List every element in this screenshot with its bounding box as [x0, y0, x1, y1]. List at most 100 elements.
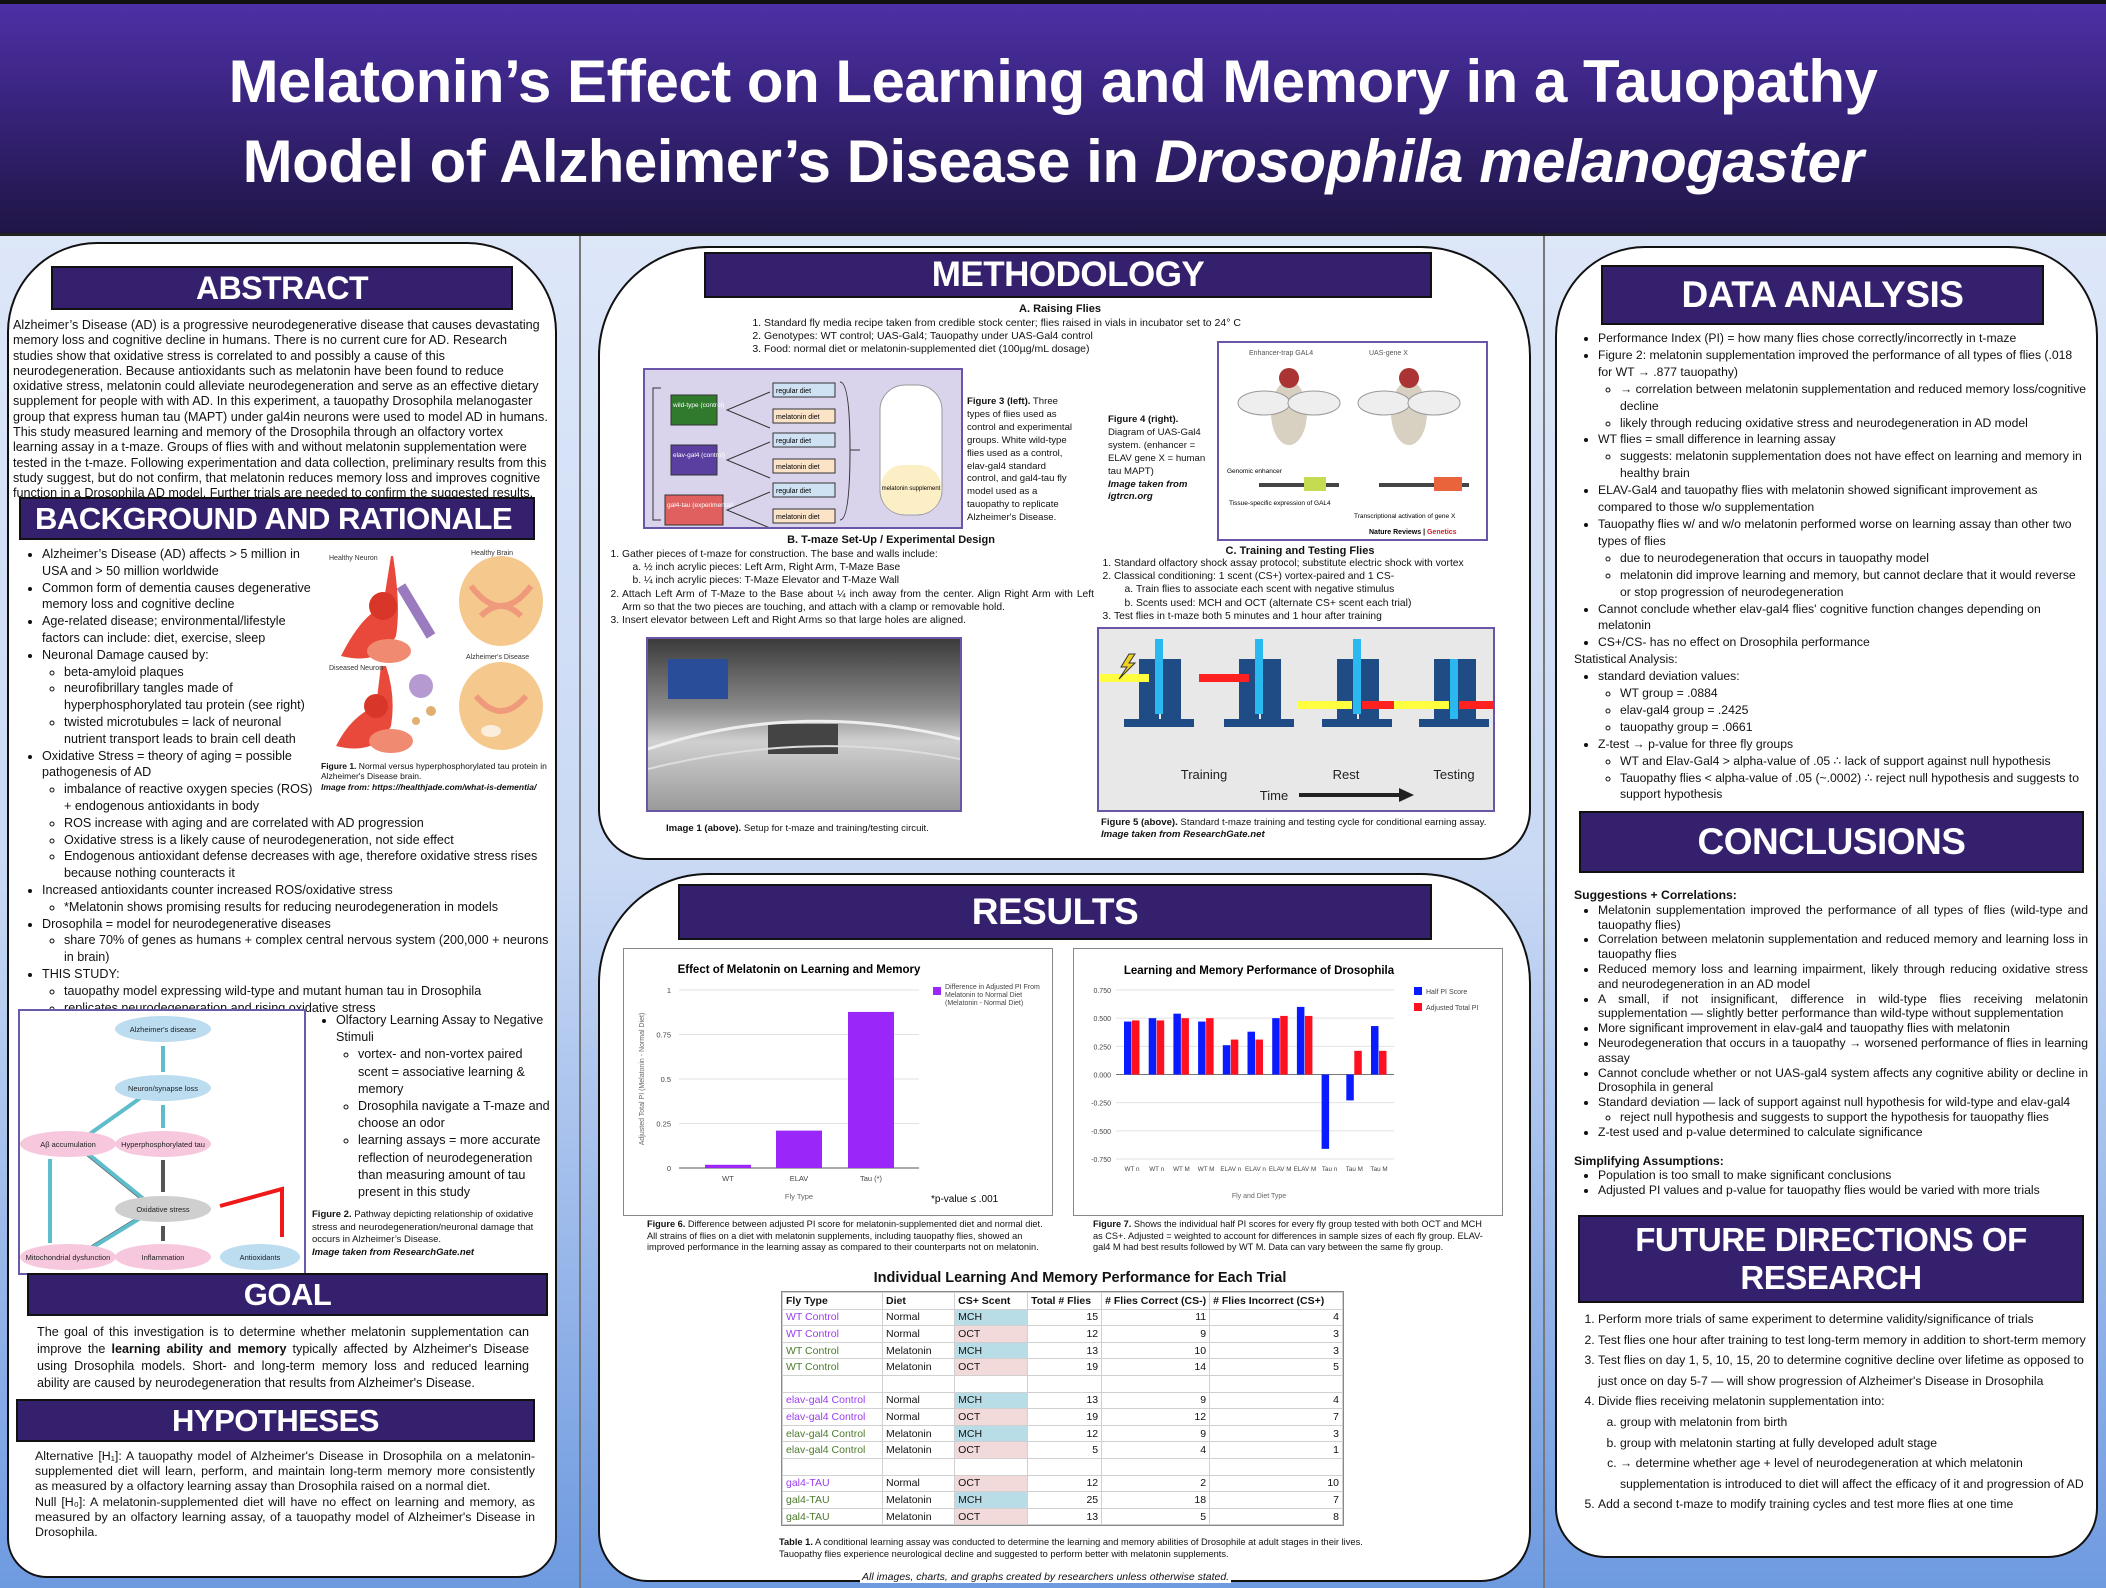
table-cell	[954, 1457, 1029, 1476]
fly-icon	[1357, 368, 1461, 445]
sub-list-item: WT and Elav-Gal4 > alpha-value of .05 ∴ …	[1620, 753, 2088, 770]
pathway-node-label: Oxidative stress	[136, 1205, 190, 1214]
fly-group-box	[670, 444, 718, 476]
caption-label: Figure 3 (left).	[967, 396, 1031, 407]
figure-3-diagram: wild-type (control) regular diet melatonin…	[652, 381, 943, 529]
future-directions-section: Perform more trials of same experiment t…	[1574, 1309, 2088, 1515]
sub-list: Train flies to associate each scent with…	[1114, 583, 1510, 609]
table-cell: 9	[1101, 1325, 1211, 1343]
list-item: Classical conditioning: 1 scent (CS+) vo…	[1114, 570, 1510, 610]
table-row: WT Control Melatonin OCT 19 14 5	[781, 1358, 1343, 1376]
sub-list: → correlation between melatonin suppleme…	[1598, 381, 2088, 432]
table-cell	[781, 1457, 884, 1476]
table-cell	[1209, 1374, 1343, 1393]
fly-group-label: wild-type (control)	[672, 402, 724, 409]
results-table-wrapper: Fly Type Diet CS+ Scent Total # Flies # Flie…	[781, 1291, 1344, 1527]
methodology-heading: METHODOLOGY	[704, 252, 1432, 298]
table-cell: 13	[1027, 1507, 1103, 1526]
sub-list-item: Endogenous antioxidant defense decreases…	[64, 848, 553, 882]
list-item-text: Perform more trials of same experiment t…	[1598, 1312, 2034, 1326]
y-tick-label: 0.750	[1093, 988, 1111, 995]
p-value-note: *p-value ≤ .001	[931, 1194, 999, 1205]
list-item-text: More significant improvement in elav-gal…	[1598, 1021, 2010, 1036]
figure-2-caption: Figure 2. Pathway depicting relationship…	[312, 1209, 552, 1259]
column-header: Diet	[882, 1292, 956, 1310]
list-item-text: Figure 2: melatonin supplementation impr…	[1598, 347, 2073, 379]
legend-label: Half PI Score	[1426, 989, 1467, 996]
table-cell: WT Control	[781, 1358, 884, 1376]
background-list: Alzheimer’s Disease (AD) affects > 5 mil…	[18, 546, 553, 1016]
y-tick-label: 0.25	[656, 1120, 671, 1129]
list-item: Genotypes: WT control; UAS-Gal4; Tauopat…	[764, 330, 1340, 343]
training-list: Standard olfactory shock assay protocol;…	[1090, 557, 1510, 623]
x-tick-label: ELAV n	[1220, 1166, 1241, 1173]
list-item-text: Alzheimer’s Disease (AD) affects > 5 mil…	[42, 547, 300, 578]
table-cell: 9	[1101, 1424, 1211, 1443]
list-item: Cannot conclude whether or not UAS-gal4 …	[1598, 1066, 2088, 1096]
pathway-node-label: Aβ accumulation	[40, 1140, 96, 1149]
sub-list-item: group with melatonin from birth	[1620, 1412, 2088, 1433]
future-directions-list: Perform more trials of same experiment t…	[1574, 1309, 2088, 1515]
sub-list: reject null hypothesis and suggests to s…	[1598, 1110, 2088, 1125]
bar	[1173, 1013, 1181, 1075]
table-row: elav-gal4 Control Melatonin MCH 12 9 3	[781, 1424, 1343, 1443]
table-cell: 4	[1209, 1308, 1343, 1327]
background-section: Healthy Neuron Healthy Brain Diseased Ne…	[18, 546, 553, 1016]
bar	[1198, 1021, 1206, 1075]
list-item-text: Increased antioxidants counter increased…	[42, 882, 393, 897]
goal-text-part: The goal of this investigation is to det…	[37, 1325, 529, 1356]
table-cell: Normal	[882, 1308, 956, 1327]
list-item-text: Divide flies receiving melatonin supplem…	[1598, 1394, 1885, 1409]
fig1-label: Healthy Brain	[471, 550, 513, 557]
list-item: Neurodegeneration that occurs in a tauop…	[1598, 1036, 2088, 1066]
caption-source: Image from: https://healthjade.com/what-…	[321, 781, 537, 792]
table-cell: 13	[1027, 1391, 1103, 1410]
conclusions-list: Melatonin supplementation improved the p…	[1574, 903, 2088, 1140]
table-cell: 12	[1027, 1325, 1103, 1343]
column-header: Fly Type	[781, 1292, 884, 1310]
list-item: Correlation between melatonin supplement…	[1598, 932, 2088, 962]
table-cell: 3	[1209, 1424, 1343, 1443]
list-item-text: Test flies on day 1, 5, 10, 15, 20 to de…	[1598, 1353, 2084, 1388]
sub-list-item: imbalance of reactive oxygen species (RO…	[64, 781, 553, 815]
table-cell: gal4-TAU	[781, 1491, 884, 1509]
caption-text: Shows the individual half PI scores for …	[1093, 1219, 1483, 1253]
y-axis-label: Adjusted Total PI (Melatonin - Normal Di…	[639, 1013, 646, 1146]
y-tick-label: -0.500	[1091, 1129, 1111, 1136]
table-row: elav-gal4 Control Normal MCH 13 9 4	[781, 1391, 1343, 1410]
list-item: CS+/CS- has no effect on Drosophila perf…	[1598, 634, 2088, 651]
list-item-text: Test flies in t-maze both 5 minutes and …	[1114, 610, 1382, 622]
table-cell	[1209, 1457, 1343, 1476]
pathway-arrow	[88, 1214, 145, 1252]
goal-text: The goal of this investigation is to det…	[37, 1324, 529, 1392]
list-item: Divide flies receiving melatonin supplem…	[1598, 1391, 2088, 1494]
pathway-node-label: Hyperphosphorylated tau	[121, 1140, 205, 1149]
odor-tube	[1362, 701, 1397, 709]
column-divider	[579, 236, 581, 1588]
regular-diet-box	[772, 382, 836, 398]
table-cell: gal4-TAU	[781, 1507, 884, 1526]
table-cell: 18	[1101, 1491, 1211, 1509]
goal-text-bold: learning ability and memory	[111, 1342, 287, 1356]
pathway-node	[115, 1016, 211, 1042]
column-divider	[1543, 236, 1545, 1588]
caption-text: Standard t-maze training and testing cyc…	[1177, 817, 1487, 828]
left-panel	[7, 242, 557, 1578]
table-row: gal4-TAU Melatonin MCH 25 18 7	[781, 1491, 1343, 1509]
list-item: Increased antioxidants counter increased…	[42, 882, 553, 916]
bar	[1304, 1015, 1313, 1075]
legend-label: Adjusted Total PI	[1426, 1005, 1478, 1012]
tmaze-setup-list: Gather pieces of t-maze for construction…	[598, 548, 1094, 627]
conclusions-heading: CONCLUSIONS	[1579, 811, 2084, 873]
sub-list-item: twisted microtubules = lack of neuronal …	[64, 714, 553, 748]
table-cell: 5	[1209, 1358, 1343, 1376]
fig1-label: Diseased Neuron	[329, 665, 383, 672]
list-item-text: Correlation between melatonin supplement…	[1598, 932, 2088, 962]
table-cell: MCH	[954, 1424, 1029, 1443]
pathway-node	[20, 1131, 116, 1157]
tmaze-wall	[1456, 659, 1476, 719]
table-cell: elav-gal4 Control	[781, 1391, 884, 1410]
x-tick-label: Tau n	[1322, 1166, 1338, 1173]
sub-list-item: *Melatonin shows promising results for r…	[64, 899, 553, 916]
lightning-icon	[1118, 653, 1137, 680]
